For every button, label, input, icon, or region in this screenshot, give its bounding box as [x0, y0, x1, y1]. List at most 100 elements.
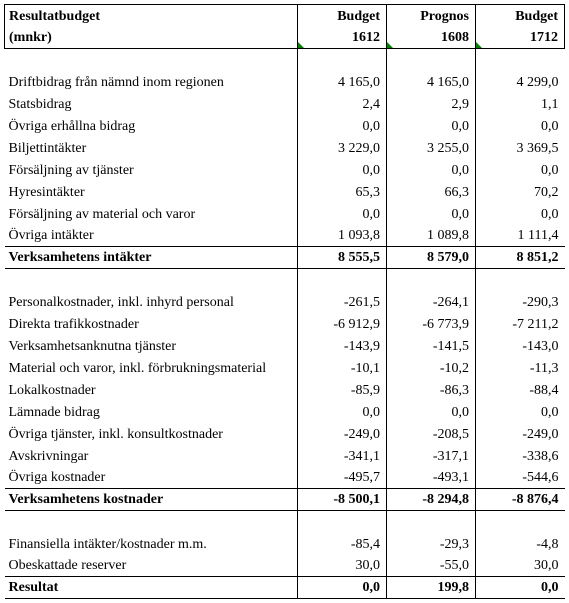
cell-value: -143,9	[298, 335, 387, 357]
row-label	[5, 49, 298, 71]
col-header-1-line2: 1608	[387, 27, 476, 49]
cell-value: -143,0	[476, 335, 565, 357]
table-header: Resultatbudget Budget Prognos Budget (mn…	[5, 5, 565, 49]
cell-value: -11,3	[476, 357, 565, 379]
row-label: Statsbidrag	[5, 93, 298, 115]
col-header-1-line1: Prognos	[387, 5, 476, 27]
cell-value: -290,3	[476, 291, 565, 313]
header-title-1: Resultatbudget	[5, 5, 298, 27]
row-label: Övriga intäkter	[5, 225, 298, 247]
cell-value: 0,0	[476, 577, 565, 599]
cell-value: 4 299,0	[476, 71, 565, 93]
cell-value: 2,9	[387, 93, 476, 115]
cell-value: -29,3	[387, 533, 476, 555]
col-header-2-line1: Budget	[476, 5, 565, 27]
cell-value	[476, 269, 565, 291]
row-label: Driftbidrag från nämnd inom regionen	[5, 71, 298, 93]
cell-value: 65,3	[298, 181, 387, 203]
col-header-0-line2: 1612	[298, 27, 387, 49]
cell-value	[387, 511, 476, 533]
table-row: Verksamhetsanknutna tjänster-143,9-141,5…	[5, 335, 565, 357]
table-row: Biljettintäkter3 229,03 255,03 369,5	[5, 137, 565, 159]
row-label: Försäljning av material och varor	[5, 203, 298, 225]
table-row: Försäljning av material och varor0,00,00…	[5, 203, 565, 225]
cell-value: -264,1	[387, 291, 476, 313]
cell-value: -6 912,9	[298, 313, 387, 335]
cell-value: 1 093,8	[298, 225, 387, 247]
cell-value	[387, 49, 476, 71]
cell-value: -85,9	[298, 379, 387, 401]
cell-value: 30,0	[298, 555, 387, 577]
table-row: Lokalkostnader-85,9-86,3-88,4	[5, 379, 565, 401]
table-row	[5, 511, 565, 533]
cell-value: 8 579,0	[387, 247, 476, 269]
cell-value: 0,0	[476, 203, 565, 225]
col-header-2-line2: 1712	[476, 27, 565, 49]
cell-value	[298, 511, 387, 533]
cell-value: -88,4	[476, 379, 565, 401]
cell-value: -8 500,1	[298, 489, 387, 511]
cell-value: -493,1	[387, 467, 476, 489]
table-row: Material och varor, inkl. förbrukningsma…	[5, 357, 565, 379]
cell-value: 30,0	[476, 555, 565, 577]
table-row	[5, 269, 565, 291]
cell-value	[298, 49, 387, 71]
cell-value: 70,2	[476, 181, 565, 203]
row-label: Personalkostnader, inkl. inhyrd personal	[5, 291, 298, 313]
row-label: Biljettintäkter	[5, 137, 298, 159]
col-header-0-line1: Budget	[298, 5, 387, 27]
cell-value: -261,5	[298, 291, 387, 313]
row-label: Försäljning av tjänster	[5, 159, 298, 181]
cell-value: 0,0	[298, 203, 387, 225]
row-label: Lokalkostnader	[5, 379, 298, 401]
table-row	[5, 49, 565, 71]
cell-value: -4,8	[476, 533, 565, 555]
cell-value: 66,3	[387, 181, 476, 203]
row-label: Hyresintäkter	[5, 181, 298, 203]
cell-value: -141,5	[387, 335, 476, 357]
table-row: Hyresintäkter65,366,370,2	[5, 181, 565, 203]
table-row: Lämnade bidrag0,00,00,0	[5, 401, 565, 423]
cell-value: -8 294,8	[387, 489, 476, 511]
cell-value: -544,6	[476, 467, 565, 489]
cell-value: -10,1	[298, 357, 387, 379]
cell-value: 3 229,0	[298, 137, 387, 159]
cell-value: 0,0	[298, 159, 387, 181]
table-body: Driftbidrag från nämnd inom regionen4 16…	[5, 49, 565, 599]
cell-value: 1 111,4	[476, 225, 565, 247]
cell-value: -249,0	[298, 423, 387, 445]
cell-value: -341,1	[298, 445, 387, 467]
table-row: Obeskattade reserver30,0-55,030,0	[5, 555, 565, 577]
row-label: Material och varor, inkl. förbrukningsma…	[5, 357, 298, 379]
row-label: Verksamhetens kostnader	[5, 489, 298, 511]
row-label: Verksamhetsanknutna tjänster	[5, 335, 298, 357]
cell-value	[298, 269, 387, 291]
cell-value: 3 255,0	[387, 137, 476, 159]
row-label: Övriga erhållna bidrag	[5, 115, 298, 137]
cell-value	[387, 269, 476, 291]
table-row: Försäljning av tjänster0,00,00,0	[5, 159, 565, 181]
row-label: Obeskattade reserver	[5, 555, 298, 577]
cell-value: -338,6	[476, 445, 565, 467]
table-row: Övriga erhållna bidrag0,00,00,0	[5, 115, 565, 137]
cell-value: 0,0	[476, 401, 565, 423]
row-label: Lämnade bidrag	[5, 401, 298, 423]
cell-value: 0,0	[387, 203, 476, 225]
cell-value: 0,0	[387, 115, 476, 137]
table-row: Driftbidrag från nämnd inom regionen4 16…	[5, 71, 565, 93]
cell-value: 0,0	[387, 159, 476, 181]
cell-value: -6 773,9	[387, 313, 476, 335]
cell-value: 0,0	[298, 115, 387, 137]
row-label: Övriga tjänster, inkl. konsultkostnader	[5, 423, 298, 445]
cell-value: 8 851,2	[476, 247, 565, 269]
row-label: Finansiella intäkter/kostnader m.m.	[5, 533, 298, 555]
row-label: Övriga kostnader	[5, 467, 298, 489]
table-row: Övriga kostnader-495,7-493,1-544,6	[5, 467, 565, 489]
cell-value: 0,0	[298, 577, 387, 599]
cell-value	[476, 49, 565, 71]
cell-value: -208,5	[387, 423, 476, 445]
table-row: Direkta trafikkostnader-6 912,9-6 773,9-…	[5, 313, 565, 335]
cell-value: -495,7	[298, 467, 387, 489]
cell-value: 0,0	[476, 115, 565, 137]
cell-value: -55,0	[387, 555, 476, 577]
